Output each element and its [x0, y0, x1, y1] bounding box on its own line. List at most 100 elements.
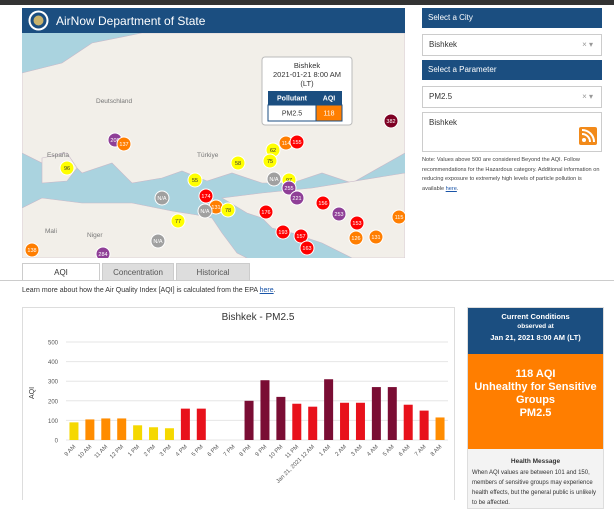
map-marker[interactable]	[95, 246, 111, 258]
map-marker[interactable]	[197, 203, 213, 219]
health-text: When AQI values are between 101 and 150,…	[472, 470, 596, 506]
conditions-parameter: PM2.5	[519, 407, 552, 419]
clear-icon[interactable]: ×	[582, 92, 587, 101]
map-marker[interactable]	[275, 224, 291, 240]
parameter-select-label: Select a Parameter	[422, 60, 602, 80]
map-marker[interactable]	[230, 155, 246, 171]
map-marker[interactable]	[299, 240, 315, 256]
dropdown-arrow[interactable]: ▾	[588, 92, 593, 101]
map-marker[interactable]	[331, 206, 347, 222]
map-marker[interactable]	[289, 190, 305, 206]
learn-more: Learn more about how the Air Quality Ind…	[22, 287, 276, 294]
tab[interactable]: Concentration	[102, 263, 174, 281]
marker-label: 131	[211, 205, 220, 211]
marker-label: 157	[296, 234, 305, 240]
bar	[101, 418, 111, 440]
bar	[308, 406, 318, 440]
marker-label: 155	[292, 140, 301, 146]
map-marker[interactable]	[293, 228, 309, 244]
bar	[435, 417, 445, 440]
note-link[interactable]: here	[445, 185, 457, 192]
tab[interactable]: Historical	[176, 263, 250, 281]
map-marker[interactable]	[198, 188, 214, 204]
marker-label: 96	[64, 166, 70, 172]
map-marker[interactable]	[116, 136, 132, 152]
conditions-time: Jan 21, 2021 8:00 AM (LT)	[490, 333, 581, 342]
conditions-aqi: 118 AQI	[515, 368, 556, 380]
marker-label: 131	[371, 235, 380, 241]
popup-header: Pollutant	[277, 96, 308, 103]
marker-label: 126	[351, 236, 360, 242]
map-marker[interactable]	[220, 202, 236, 218]
chart-title: Bishkek - PM2.5	[222, 312, 295, 323]
map-marker[interactable]	[170, 213, 186, 229]
bar	[117, 418, 127, 440]
bar	[276, 396, 286, 440]
marker-label: 255	[284, 186, 293, 192]
popup-zone: (LT)	[300, 79, 314, 88]
bar	[244, 400, 254, 440]
map-label: España	[47, 152, 69, 159]
map-marker[interactable]	[150, 233, 166, 249]
city-select-label: Select a City	[422, 8, 602, 28]
map-marker[interactable]	[258, 204, 274, 220]
map-marker[interactable]	[266, 171, 282, 187]
map-label: Deutschland	[96, 98, 133, 105]
marker-label: 62	[270, 148, 276, 154]
map-marker[interactable]	[59, 160, 75, 176]
marker-label: 382	[386, 119, 395, 125]
city-select-box[interactable]: Bishkek × ▾	[422, 34, 602, 56]
map-label: Mali	[45, 228, 57, 235]
note: Note: Values above 500 are considered Be…	[422, 156, 604, 194]
conditions: Current Conditions observed at Jan 21, 2…	[467, 307, 604, 509]
map-marker[interactable]	[391, 209, 405, 225]
learn-link[interactable]: here	[259, 287, 274, 294]
marker-label: 77	[175, 219, 181, 225]
map-marker[interactable]	[368, 229, 384, 245]
map-marker[interactable]	[262, 153, 278, 169]
marker-label: 176	[261, 210, 270, 216]
popup-header: AQI	[323, 96, 336, 103]
marker-label: 253	[334, 212, 343, 218]
map-marker[interactable]	[187, 172, 203, 188]
map-marker[interactable]	[289, 134, 305, 150]
note-text: Note: Values above 500 are considered Be…	[422, 157, 600, 192]
marker-label: 115	[395, 215, 404, 221]
map-marker[interactable]	[315, 195, 331, 211]
y-tick-label: 0	[55, 439, 59, 445]
y-tick-label: 100	[48, 419, 59, 425]
city-select-value: Bishkek	[429, 40, 458, 49]
map-marker[interactable]	[154, 190, 170, 206]
conditions-title: Current Conditions	[501, 312, 570, 321]
bar	[69, 422, 79, 440]
bar	[340, 402, 350, 440]
marker-label: 193	[278, 230, 287, 236]
dropdown-arrow[interactable]: ▾	[588, 40, 593, 49]
map-marker[interactable]	[349, 215, 365, 231]
marker-label: 156	[318, 201, 327, 207]
popup-pollutant: PM2.5	[282, 111, 302, 118]
bar	[180, 408, 190, 440]
popup-aqi: 118	[323, 111, 334, 118]
bar	[419, 410, 429, 440]
marker-label: 114	[282, 141, 291, 147]
map-marker[interactable]	[383, 113, 399, 129]
conditions-category: Unhealthy for Sensitive Groups	[474, 381, 597, 406]
bar	[260, 380, 270, 440]
marker-label: 163	[302, 246, 311, 252]
parameter-select-box[interactable]: PM2.5 × ▾	[422, 86, 602, 108]
bar	[292, 403, 302, 440]
map-marker[interactable]	[24, 242, 40, 258]
marker-label: 221	[292, 196, 301, 202]
marker-label: 55	[192, 178, 198, 184]
marker-label: 138	[27, 248, 36, 254]
map-marker[interactable]	[348, 230, 364, 246]
learn-end: .	[273, 287, 276, 294]
map-marker[interactable]	[281, 180, 297, 196]
tab[interactable]: AQI	[22, 263, 100, 281]
popup-city: Bishkek	[294, 61, 321, 70]
clear-icon[interactable]: ×	[582, 40, 587, 49]
rss-icon[interactable]	[579, 127, 597, 145]
